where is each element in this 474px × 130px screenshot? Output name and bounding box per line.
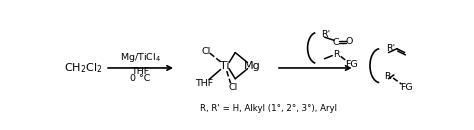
- Text: $\mathregular{CH_2Cl_2}$: $\mathregular{CH_2Cl_2}$: [64, 61, 103, 75]
- Text: $\mathregular{Mg/TiCl_4}$: $\mathregular{Mg/TiCl_4}$: [120, 51, 161, 64]
- Text: FG: FG: [345, 60, 358, 69]
- Text: 0 °C: 0 °C: [130, 74, 151, 83]
- Text: Cl: Cl: [201, 47, 210, 56]
- Text: THF: THF: [195, 79, 213, 88]
- Text: O: O: [346, 37, 353, 46]
- Text: Mg: Mg: [244, 61, 261, 71]
- Text: R, R' = H, Alkyl (1°, 2°, 3°), Aryl: R, R' = H, Alkyl (1°, 2°, 3°), Aryl: [200, 103, 337, 112]
- Text: THF: THF: [131, 67, 150, 76]
- Text: FG: FG: [400, 83, 412, 92]
- Text: C: C: [333, 38, 339, 47]
- Text: Cl: Cl: [228, 83, 237, 92]
- Text: R': R': [386, 44, 395, 53]
- Text: R: R: [333, 50, 339, 59]
- Text: Ti: Ti: [219, 61, 229, 71]
- Text: R': R': [321, 30, 331, 39]
- Text: R: R: [384, 72, 391, 81]
